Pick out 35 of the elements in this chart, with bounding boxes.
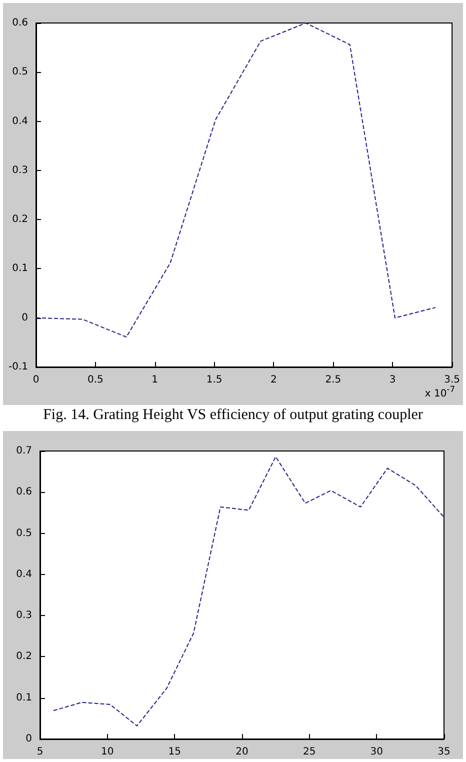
x-axis-title: x 10$^{-7}$ — [424, 384, 455, 399]
y-tick-label: 0.7 — [16, 446, 32, 456]
x-tick-label: 35 — [438, 746, 450, 758]
x-tick-label: 3 — [389, 374, 396, 386]
line-series — [52, 456, 444, 726]
y-tick-label: 0 — [22, 312, 28, 324]
x-tick-label: 1 — [152, 374, 158, 386]
x-tick-label: 5 — [36, 746, 44, 758]
x-tick-label: 2.5 — [325, 374, 342, 386]
x-tick-label: 0.5 — [87, 374, 104, 386]
x-tick-label: 20 — [236, 746, 248, 758]
text: Fig. 14. Grating Height VS efficiency of output grating coupler — [42, 406, 424, 425]
y-tick-label: 0.1 — [16, 692, 32, 704]
y-tick-label: 0.5 — [12, 66, 28, 78]
y-tick-label: 0.2 — [16, 651, 32, 662]
x-tick-label: 15 — [168, 746, 182, 758]
y-tick-label: -0.1 — [8, 362, 28, 372]
y-tick-label: 0.3 — [12, 164, 28, 176]
x-tick-label: 30 — [370, 746, 384, 758]
x-tick-label: 10 — [100, 746, 114, 758]
y-tick-label: 0.1 — [12, 263, 28, 274]
y-tick-label: 0.6 — [12, 18, 28, 28]
y-tick-label: 0.4 — [16, 568, 32, 580]
y-tick-label: 0.5 — [16, 528, 32, 539]
x-tick-label: 0 — [32, 374, 40, 386]
x-tick-label: 3.5 — [444, 374, 460, 386]
y-tick-label: 0.2 — [12, 214, 28, 226]
x-tick-label: 1.5 — [206, 374, 222, 386]
y-tick-label: 0.4 — [12, 116, 28, 127]
y-tick-label: 0.3 — [16, 610, 32, 622]
y-tick-label: 0 — [26, 734, 32, 744]
x-tick-label: 2 — [270, 374, 277, 386]
x-tick-label: 25 — [302, 746, 316, 758]
line-series — [36, 22, 436, 338]
y-tick-label: 0.6 — [16, 486, 32, 498]
